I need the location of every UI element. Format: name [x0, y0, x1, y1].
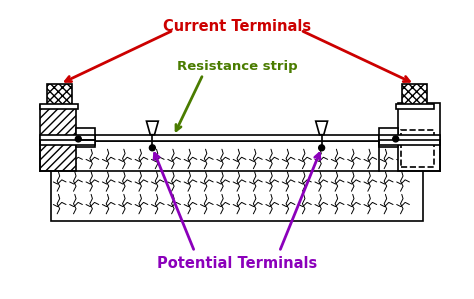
Bar — [76, 128, 95, 147]
Bar — [40, 104, 78, 109]
Polygon shape — [146, 121, 158, 135]
Circle shape — [149, 145, 155, 151]
Bar — [91, 135, 383, 141]
Text: Resistance strip: Resistance strip — [177, 60, 297, 74]
Bar — [402, 84, 428, 105]
Polygon shape — [316, 121, 328, 135]
Circle shape — [75, 136, 81, 142]
Circle shape — [319, 145, 325, 151]
Bar — [46, 84, 72, 105]
Bar — [40, 135, 95, 145]
Text: Current Terminals: Current Terminals — [163, 19, 311, 34]
Text: Potential Terminals: Potential Terminals — [157, 256, 317, 271]
Bar — [396, 104, 434, 109]
Bar — [401, 130, 434, 167]
Circle shape — [393, 136, 399, 142]
Bar — [398, 103, 440, 171]
Bar — [51, 141, 423, 222]
Bar — [379, 128, 398, 147]
Bar — [379, 135, 440, 145]
Bar — [40, 105, 76, 171]
